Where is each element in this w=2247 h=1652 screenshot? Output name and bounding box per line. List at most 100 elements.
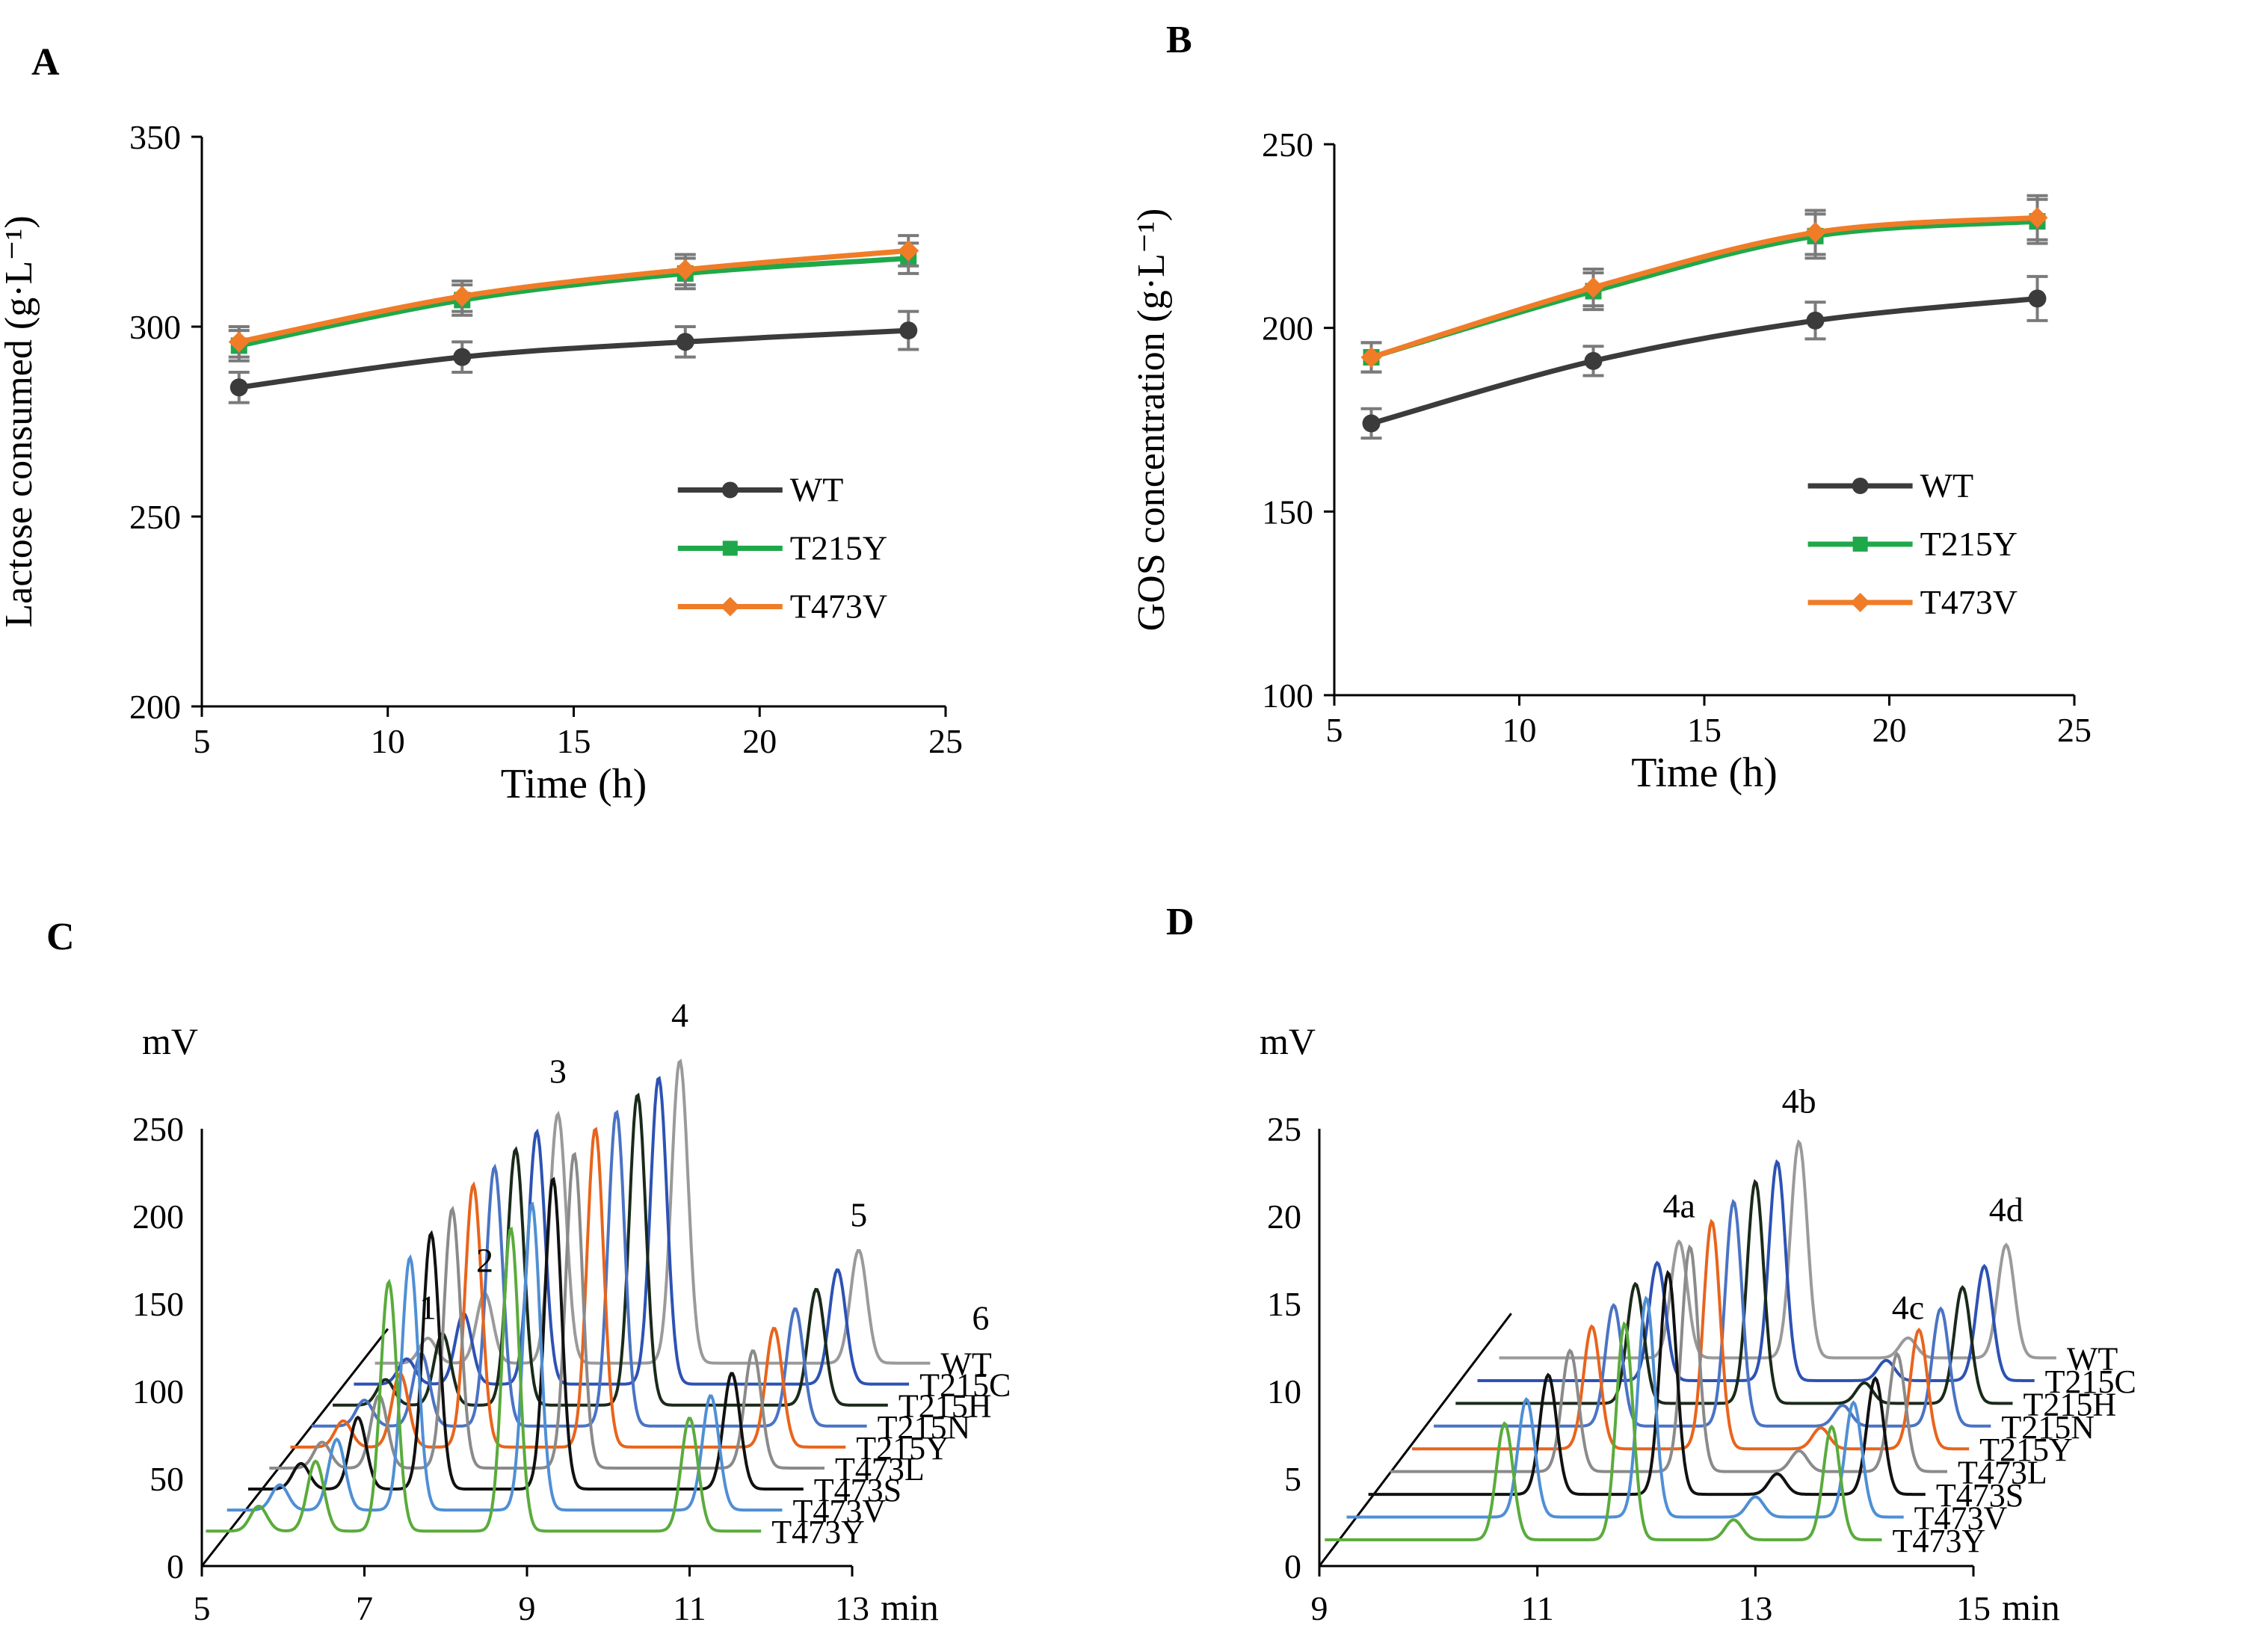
panel-b-line-chart: 100 150 200 250 5 10 15 20 25 Time (h) GOS concent… — [1130, 126, 2092, 796]
panel-letter-d: D — [1166, 901, 1195, 943]
y-tick-label: 15 — [1267, 1285, 1301, 1323]
x-tick-label: 5 — [194, 1589, 211, 1627]
x-tick-label: 25 — [2057, 711, 2092, 749]
legend-marker — [721, 481, 739, 499]
peak-label: 4 — [671, 996, 688, 1035]
peak-label: 4a — [1663, 1187, 1695, 1225]
trace-t215c — [1477, 1159, 2035, 1382]
y-tick-label: 25 — [1267, 1110, 1301, 1148]
data-point-wt — [899, 321, 918, 340]
peak-label: 1 — [419, 1288, 437, 1326]
trace-label-t215c: T215C — [2045, 1363, 2136, 1400]
x-tick-label: 9 — [519, 1589, 536, 1627]
trace-label-t215y: T215Y — [856, 1430, 949, 1467]
x-axis-title: Time (h) — [501, 761, 647, 807]
legend-label: T473V — [1920, 583, 2018, 621]
panel-letter-b: B — [1166, 19, 1192, 61]
x-tick-label: 11 — [673, 1589, 706, 1627]
depth-axis — [1318, 1313, 1512, 1567]
x-axis-unit: min — [881, 1586, 939, 1628]
trace-t473s — [1368, 1269, 1926, 1497]
peak-label: 5 — [850, 1195, 867, 1233]
data-point-wt — [1362, 414, 1381, 433]
legend-marker — [1852, 477, 1869, 494]
x-tick-label: 13 — [1738, 1589, 1772, 1627]
x-tick-label: 11 — [1521, 1589, 1554, 1627]
legend-label: WT — [1920, 466, 1974, 505]
y-tick-label: 200 — [129, 688, 181, 726]
data-point-wt — [676, 333, 694, 351]
y-tick-label: 200 — [132, 1198, 184, 1236]
trace-label-t473l: T473L — [1958, 1455, 2047, 1491]
data-point-t473v — [2026, 207, 2048, 229]
series-line-wt — [1370, 295, 2038, 426]
y-tick-label: 150 — [1262, 493, 1313, 531]
peak-label: 4d — [1989, 1190, 2023, 1228]
legend-label: T215Y — [790, 528, 887, 567]
trace-label-t473s: T473S — [1936, 1477, 2023, 1514]
y-tick-label: 250 — [132, 1110, 184, 1148]
series-line-t473v — [1370, 215, 2038, 360]
x-axis-title: Time (h) — [1631, 750, 1778, 796]
y-axis-unit: mV — [142, 1020, 198, 1062]
y-axis-unit: mV — [1260, 1020, 1316, 1062]
y-tick-label: 10 — [1267, 1372, 1301, 1411]
y-tick-label: 0 — [167, 1547, 184, 1585]
legend-label: T215Y — [1920, 525, 2018, 563]
series-line-t473v — [238, 247, 909, 345]
y-tick-label: 350 — [129, 118, 181, 156]
peak-label: 2 — [476, 1241, 493, 1279]
legend-marker — [1850, 592, 1870, 612]
y-tick-label: 100 — [132, 1372, 184, 1411]
y-axis-title: GOS concentration (g·L⁻¹) — [1130, 209, 1173, 632]
series-line-t215y — [238, 256, 909, 348]
trace-label-t215y: T215Y — [1979, 1431, 2073, 1468]
data-point-t473v — [674, 259, 696, 280]
trace-t473v — [1346, 1295, 1904, 1519]
x-tick-label: 13 — [835, 1589, 869, 1627]
data-point-t473v — [1804, 221, 1826, 243]
trace-label-t473l: T473L — [835, 1451, 925, 1488]
x-tick-label: 7 — [356, 1589, 373, 1627]
legend-marker — [1852, 536, 1868, 552]
data-point-t473v — [1360, 346, 1382, 368]
y-tick-label: 50 — [150, 1460, 184, 1498]
data-point-wt — [2028, 289, 2047, 308]
panel-letter-a: A — [31, 41, 60, 84]
legend-marker — [720, 597, 740, 617]
trace-label-t473y: T473Y — [771, 1514, 865, 1550]
x-tick-label: 20 — [742, 722, 777, 760]
trace-t473y — [1325, 1321, 1882, 1541]
legend-label: T473V — [790, 587, 887, 625]
x-tick-label: 5 — [1326, 711, 1343, 749]
trace-label-wt: WT — [2067, 1341, 2118, 1378]
data-point-wt — [229, 378, 248, 397]
peak-label: 4b — [1782, 1082, 1816, 1120]
x-tick-label: 10 — [1502, 711, 1537, 749]
panel-a-line-chart: 200 250 300 350 5 10 15 20 25 Time (h) Lactose con… — [0, 118, 963, 807]
data-point-wt — [1806, 311, 1825, 330]
trace-label-t473v: T473V — [792, 1493, 886, 1529]
x-tick-label: 20 — [1872, 711, 1907, 749]
panel-letter-c: C — [46, 916, 75, 958]
peak-label: 6 — [972, 1299, 989, 1337]
trace-t215y — [1412, 1218, 1970, 1451]
data-point-wt — [1584, 351, 1603, 370]
x-tick-label: 15 — [1687, 711, 1722, 749]
trace-t473l — [1390, 1244, 1947, 1473]
trace-label-t215n: T215N — [878, 1409, 971, 1446]
trace-label-t215h: T215H — [2023, 1386, 2117, 1423]
x-tick-label: 25 — [928, 722, 963, 760]
trace-t215h — [1455, 1179, 2013, 1405]
series-line-wt — [238, 327, 909, 390]
trace-t215n — [1434, 1198, 1991, 1428]
trace-label-t215n: T215N — [2001, 1409, 2095, 1446]
trace-t215c — [354, 1076, 910, 1386]
data-point-t473v — [451, 286, 473, 307]
y-axis-title: Lactose consumed (g·L⁻¹) — [0, 215, 40, 627]
y-tick-label: 5 — [1284, 1460, 1301, 1498]
x-tick-label: 15 — [557, 722, 591, 760]
peak-label: 3 — [549, 1052, 567, 1091]
trace-label-t215h: T215H — [899, 1388, 992, 1425]
